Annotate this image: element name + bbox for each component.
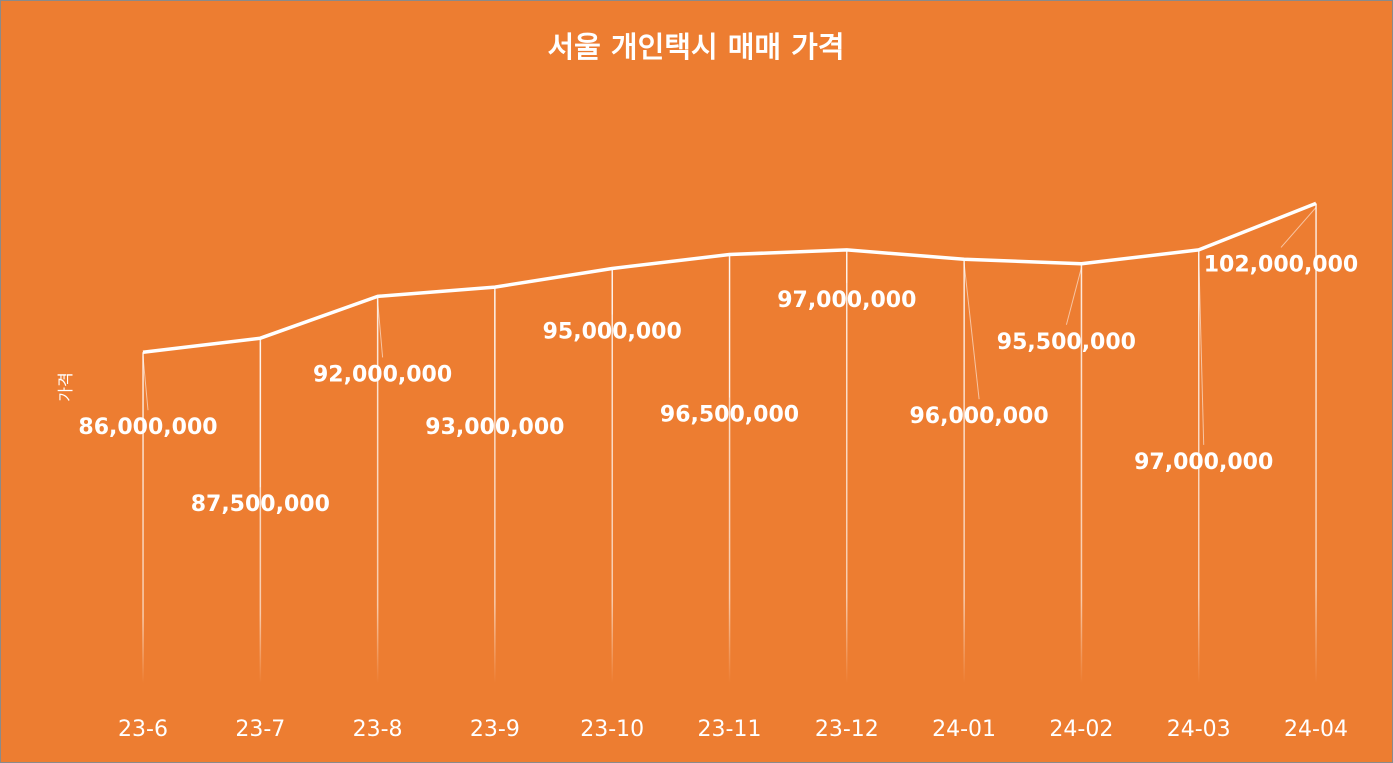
drop-line bbox=[728, 254, 731, 683]
data-label: 92,000,000 bbox=[313, 362, 452, 387]
x-tick-label: 23-11 bbox=[698, 717, 762, 742]
drop-line bbox=[1080, 263, 1083, 683]
x-tick-label: 23-10 bbox=[580, 717, 644, 742]
leader-lines bbox=[142, 207, 1317, 488]
drop-line bbox=[1198, 249, 1200, 683]
leader-line bbox=[1065, 267, 1082, 325]
x-tick-label: 23-8 bbox=[353, 717, 403, 742]
x-tick-label: 24-04 bbox=[1284, 717, 1348, 742]
drop-line bbox=[846, 249, 848, 683]
data-label: 95,500,000 bbox=[997, 330, 1136, 355]
x-tick-label: 24-02 bbox=[1049, 717, 1113, 742]
leader-line bbox=[1280, 207, 1317, 248]
x-tick-label: 24-01 bbox=[932, 717, 996, 742]
series-line bbox=[142, 201, 1317, 354]
data-label: 97,000,000 bbox=[777, 288, 916, 313]
y-axis-label: 가격 bbox=[56, 372, 75, 401]
data-label: 95,000,000 bbox=[543, 320, 682, 345]
data-label: 86,000,000 bbox=[78, 415, 217, 440]
drop-line bbox=[963, 259, 965, 683]
x-tick-label: 23-7 bbox=[235, 717, 285, 742]
x-tick-label: 23-6 bbox=[118, 717, 168, 742]
drop-line bbox=[376, 296, 379, 683]
drop-line bbox=[142, 352, 144, 683]
leader-line bbox=[963, 263, 980, 400]
data-label: 97,000,000 bbox=[1134, 450, 1273, 475]
x-tick-label: 23-12 bbox=[815, 717, 879, 742]
drop-line bbox=[1315, 203, 1317, 683]
leader-line bbox=[1198, 253, 1205, 445]
leader-line bbox=[142, 356, 149, 411]
data-label: 102,000,000 bbox=[1204, 252, 1358, 277]
leader-line bbox=[377, 300, 384, 358]
drop-line bbox=[259, 338, 262, 683]
data-label: 96,500,000 bbox=[660, 403, 799, 428]
drop-lines bbox=[142, 203, 1317, 683]
x-tick-label: 23-9 bbox=[470, 717, 520, 742]
data-label: 96,000,000 bbox=[910, 404, 1049, 429]
drop-line bbox=[611, 268, 613, 683]
chart-title: 서울 개인택시 매매 가격 bbox=[547, 30, 844, 64]
data-label: 87,500,000 bbox=[191, 492, 330, 517]
drop-line bbox=[494, 287, 496, 683]
x-tick-label: 24-03 bbox=[1167, 717, 1231, 742]
data-label: 93,000,000 bbox=[425, 415, 564, 440]
x-axis-ticks: 23-6 23-7 23-8 23-9 23-10 23-11 23-12 24-01 24-0… bbox=[118, 717, 1348, 742]
data-labels: 86,000,000 87,500,000 92,000,000 93,000,000… bbox=[78, 252, 1358, 517]
